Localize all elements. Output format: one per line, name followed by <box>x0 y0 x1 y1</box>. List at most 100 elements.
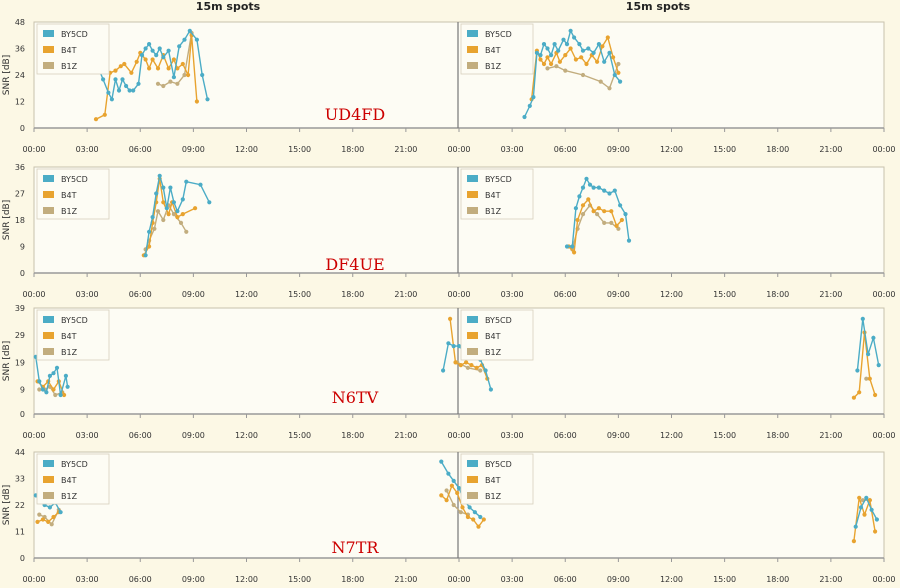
x-tick-label: 18:00 <box>766 575 789 584</box>
x-tick-label: 12:00 <box>235 145 258 154</box>
y-axis-label: SNR [dB] <box>2 200 12 240</box>
x-tick-label: 15:00 <box>713 290 736 299</box>
x-tick-label: 03:00 <box>76 145 99 154</box>
data-point-B4T <box>851 395 857 400</box>
data-point-B4T <box>439 493 444 498</box>
legend-label-B4T: B4T <box>485 191 501 200</box>
data-point-B1Z <box>465 365 470 370</box>
data-point-B4T <box>166 212 171 217</box>
data-point-B1Z <box>609 220 614 225</box>
data-point-BY5CD <box>586 46 591 51</box>
y-tick-label: 9 <box>20 243 25 252</box>
data-point-BY5CD <box>194 37 199 42</box>
data-point-B4T <box>469 363 474 368</box>
x-tick-label: 15:00 <box>713 575 736 584</box>
data-point-B4T <box>40 517 46 522</box>
y-tick-label: 0 <box>20 269 25 278</box>
data-point-BY5CD <box>607 50 612 56</box>
legend-label-B1Z: B1Z <box>485 207 502 216</box>
station-label: UD4FD <box>325 105 385 124</box>
data-point-B4T <box>147 244 152 249</box>
x-tick-label: 03:00 <box>76 431 99 440</box>
legend-label-B4T: B4T <box>485 476 501 485</box>
x-tick-label: 12:00 <box>660 290 683 299</box>
x-tick-label: 09:00 <box>182 575 205 584</box>
x-tick-label: 18:00 <box>766 431 789 440</box>
data-point-BY5CD <box>168 185 173 190</box>
data-point-BY5CD <box>116 88 122 93</box>
data-point-B1Z <box>168 79 173 84</box>
x-tick-label: 03:00 <box>501 290 524 299</box>
data-point-B4T <box>851 539 857 544</box>
data-point-B1Z <box>595 212 600 217</box>
data-point-B4T <box>150 57 155 62</box>
data-point-B4T <box>862 512 867 517</box>
data-point-B4T <box>102 112 107 117</box>
data-point-B1Z <box>458 510 463 515</box>
y-tick-label: 33 <box>15 475 25 484</box>
data-point-B1Z <box>478 368 483 373</box>
x-tick-label: 09:00 <box>182 431 205 440</box>
data-point-BY5CD <box>572 35 577 40</box>
legend-swatch-B1Z <box>43 492 54 499</box>
data-point-B1Z <box>602 220 607 225</box>
data-point-BY5CD <box>580 48 586 53</box>
x-tick-label: 09:00 <box>607 290 630 299</box>
data-point-BY5CD <box>456 486 462 491</box>
data-point-BY5CD <box>618 203 623 208</box>
legend-label-B4T: B4T <box>485 46 501 55</box>
legend-label-B1Z: B1Z <box>61 348 78 357</box>
data-point-BY5CD <box>584 176 589 181</box>
legend-swatch-B1Z <box>467 62 478 69</box>
data-point-BY5CD <box>198 182 203 187</box>
x-tick-label: 00:00 <box>447 290 470 299</box>
legend-swatch-BY5CD <box>43 316 54 323</box>
x-tick-label: 18:00 <box>341 145 364 154</box>
data-point-BY5CD <box>853 524 858 529</box>
data-point-BY5CD <box>612 188 617 193</box>
x-tick-label: 12:00 <box>660 431 683 440</box>
data-point-BY5CD <box>47 505 53 510</box>
data-point-BY5CD <box>531 95 536 100</box>
data-point-B1Z <box>155 209 161 214</box>
data-point-BY5CD <box>591 185 596 190</box>
data-point-BY5CD <box>596 185 602 190</box>
y-tick-label: 0 <box>20 554 25 563</box>
data-point-BY5CD <box>127 88 132 93</box>
data-point-BY5CD <box>607 191 612 196</box>
x-tick-label: 15:00 <box>288 145 311 154</box>
legend-label-B1Z: B1Z <box>61 492 78 501</box>
legend-swatch-BY5CD <box>43 460 54 467</box>
data-point-B4T <box>122 61 127 67</box>
data-point-BY5CD <box>207 200 212 205</box>
y-tick-label: 24 <box>15 71 25 80</box>
data-point-BY5CD <box>446 471 451 476</box>
y-tick-label: 11 <box>15 528 25 537</box>
data-point-BY5CD <box>161 55 166 60</box>
data-point-BY5CD <box>538 53 543 58</box>
data-point-BY5CD <box>47 373 53 378</box>
data-point-B1Z <box>53 392 58 398</box>
legend-swatch-BY5CD <box>467 316 478 323</box>
x-tick-label: 03:00 <box>501 431 524 440</box>
x-tick-label: 12:00 <box>235 431 258 440</box>
data-point-B4T <box>580 203 586 208</box>
data-point-B4T <box>857 495 862 500</box>
data-point-B4T <box>93 117 99 122</box>
data-point-BY5CD <box>157 46 162 51</box>
data-point-BY5CD <box>166 48 171 53</box>
data-point-BY5CD <box>154 53 159 58</box>
data-point-B1Z <box>161 217 166 223</box>
y-tick-label: 0 <box>20 124 25 133</box>
data-point-BY5CD <box>612 72 617 78</box>
y-tick-label: 44 <box>15 448 25 457</box>
x-tick-label: 03:00 <box>501 145 524 154</box>
data-point-B4T <box>449 483 454 488</box>
data-point-B4T <box>464 360 469 365</box>
data-point-BY5CD <box>623 212 628 217</box>
legend-label-B4T: B4T <box>61 46 77 55</box>
data-point-B4T <box>471 517 476 522</box>
data-point-B4T <box>873 529 878 534</box>
data-point-B1Z <box>554 64 559 69</box>
data-point-BY5CD <box>109 97 114 102</box>
